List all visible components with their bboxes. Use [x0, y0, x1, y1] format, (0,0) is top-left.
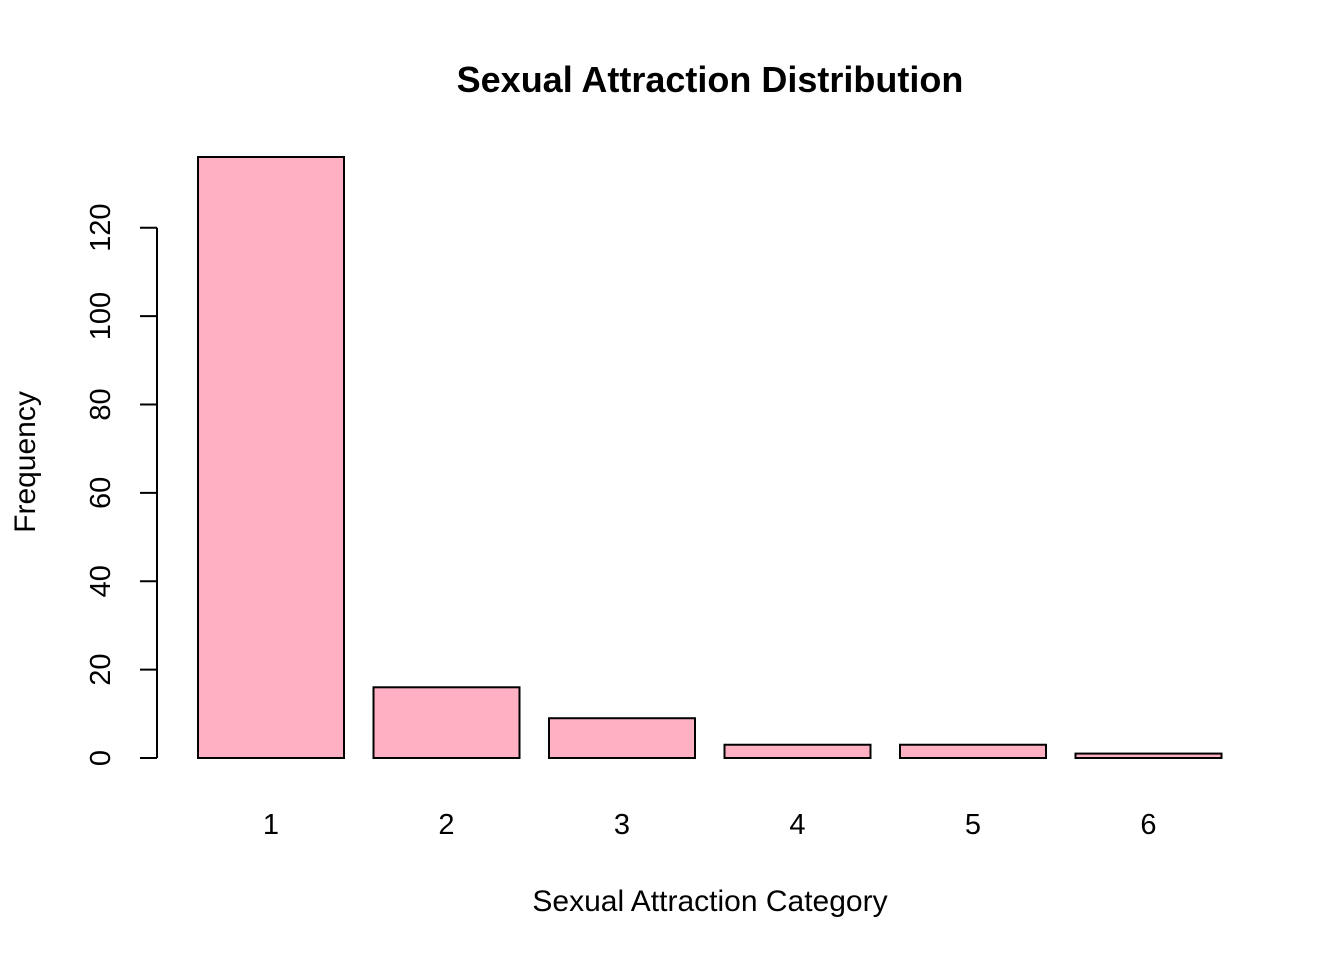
y-tick-label: 120: [85, 204, 117, 252]
x-tick-label: 1: [263, 809, 279, 841]
y-axis-label: Frequency: [9, 391, 42, 533]
y-tick-label: 100: [85, 292, 117, 340]
bar-5: [899, 743, 1047, 760]
y-tick-label: 40: [85, 565, 117, 597]
bars-group: [197, 156, 1223, 760]
chart-title: Sexual Attraction Distribution: [457, 59, 964, 100]
y-tick-label: 60: [85, 477, 117, 509]
y-tick-label: 0: [85, 750, 117, 766]
bar-2: [372, 686, 521, 760]
x-tick-label: 6: [1140, 809, 1156, 841]
y-axis: 0 20 40 60 80 100 120: [85, 204, 158, 766]
bar-1: [197, 156, 345, 759]
y-tick-label: 80: [85, 388, 117, 420]
bar-3: [548, 717, 696, 760]
bar-4: [723, 743, 872, 760]
x-tick-label: 3: [614, 809, 630, 841]
y-tick-label: 20: [85, 653, 117, 685]
x-tick-label: 2: [438, 809, 454, 841]
x-tick-label: 5: [965, 809, 981, 841]
bar-6: [1074, 752, 1223, 759]
x-axis-label: Sexual Attraction Category: [532, 885, 887, 918]
x-tick-label: 4: [789, 809, 805, 841]
x-axis-tick-labels: 1 2 3 4 5 6: [263, 809, 1157, 841]
